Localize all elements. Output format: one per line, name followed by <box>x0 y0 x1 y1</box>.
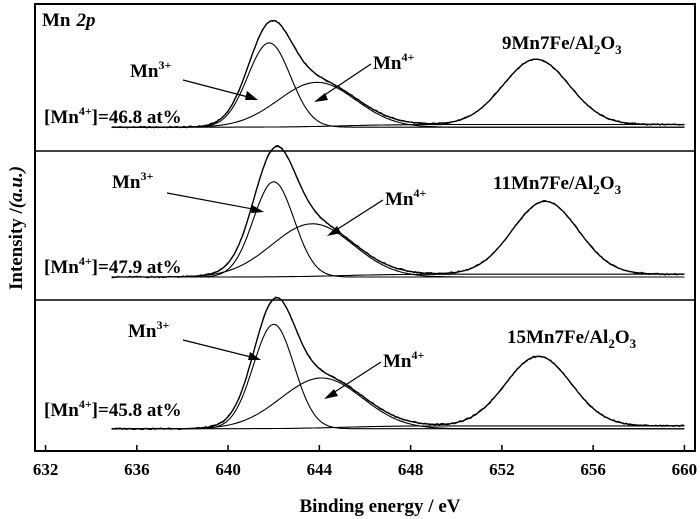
region-label: Mn 2p <box>42 10 96 31</box>
x-tick-label: 656 <box>580 460 606 479</box>
mn4-component-line <box>111 223 685 278</box>
mn4-component-line <box>111 377 685 430</box>
panel-2-mn3-label: Mn3+ <box>112 169 154 193</box>
panel-3-mn4-arrowhead <box>324 389 338 399</box>
panel-1-sample-label: 9Mn7Fe/Al2O3 <box>502 33 622 57</box>
panel-3-mn3-label: Mn3+ <box>128 318 170 342</box>
panel-2-mn3-arrowhead <box>251 205 264 213</box>
panel-1-mn4-label: Mn4+ <box>373 50 415 74</box>
panel-1-curves <box>111 19 685 129</box>
x-tick-label: 648 <box>398 460 424 479</box>
panel-1-mn4-arrowhead <box>314 93 328 102</box>
background-line <box>111 425 685 430</box>
panel-3-sample-label: 15Mn7Fe/Al2O3 <box>507 327 637 351</box>
panel-2-curves <box>111 145 685 279</box>
panel-2-mn4-label: Mn4+ <box>385 186 427 210</box>
panel-3-mn4-arrow <box>329 361 382 396</box>
x-axis-ticks: 632 636 640 644 648 652 656 660 <box>33 445 697 479</box>
panel-1: 9Mn7Fe/Al2O3 Mn3+ Mn4+ [Mn4+]=46.8 at% <box>44 19 685 129</box>
x-axis-title: Binding energy / eV <box>300 496 461 517</box>
panel-3-mn3-arrow <box>182 339 256 359</box>
panel-1-mn3-arrow <box>182 79 253 99</box>
panel-1-mn3-arrowhead <box>245 91 258 100</box>
panel-1-mn3-label: Mn3+ <box>130 58 172 82</box>
panel-3-mn3-arrowhead <box>248 352 261 360</box>
y-axis-title-unit: (a.u.) <box>6 166 27 208</box>
region-element: Mn <box>42 10 71 31</box>
panel-3: 15Mn7Fe/Al2O3 Mn3+ Mn4+ [Mn4+]=45.8 at% <box>44 296 685 431</box>
panel-2-mn4-arrow <box>332 199 384 233</box>
plot-frame <box>34 3 696 452</box>
background-line <box>111 123 685 128</box>
panel-3-curves <box>111 296 685 431</box>
panel-2: 11Mn7Fe/Al2O3 Mn3+ Mn4+ [Mn4+]=47.9 at% <box>44 145 685 279</box>
y-axis-title: Intensity /(a.u.) <box>6 166 27 290</box>
panel-2-fraction-label: [Mn4+]=47.9 at% <box>44 254 182 278</box>
panel-3-mn4-label: Mn4+ <box>383 348 425 372</box>
panel-1-fraction-label: [Mn4+]=46.8 at% <box>44 104 182 128</box>
x-tick-label: 660 <box>672 460 698 479</box>
mn4-component-line <box>111 81 685 128</box>
region-orbital: 2p <box>76 10 96 31</box>
x-tick-label: 652 <box>489 460 515 479</box>
measured-spectrum-line <box>111 19 685 129</box>
x-tick-label: 632 <box>33 460 59 479</box>
fit-envelope-line <box>111 145 685 278</box>
panel-1-mn4-arrow <box>319 63 372 99</box>
x-tick-label: 640 <box>215 460 241 479</box>
panel-3-fraction-label: [Mn4+]=45.8 at% <box>44 397 182 421</box>
measured-spectrum-line <box>111 145 685 279</box>
panel-2-mn3-arrow <box>166 192 259 211</box>
x-tick-label: 636 <box>124 460 150 479</box>
y-axis-title-main: Intensity / <box>6 207 27 290</box>
panel-2-mn4-arrowhead <box>327 226 341 236</box>
background-line <box>111 273 685 278</box>
panel-2-sample-label: 11Mn7Fe/Al2O3 <box>493 173 622 197</box>
x-tick-label: 644 <box>307 460 333 479</box>
